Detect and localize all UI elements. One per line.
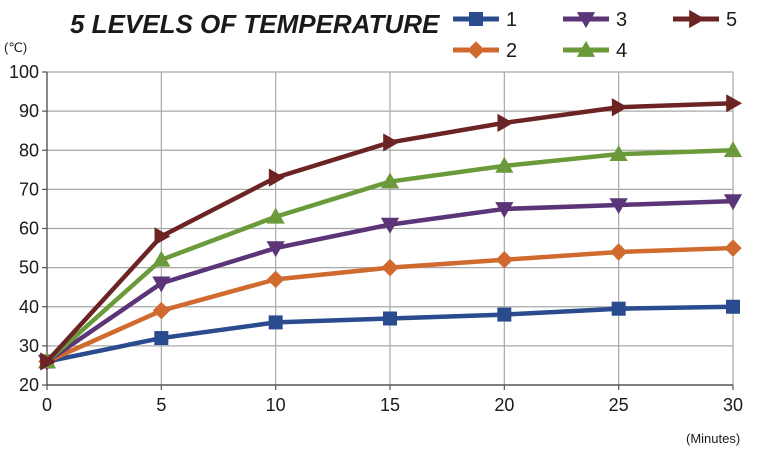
data-point bbox=[268, 315, 283, 330]
data-point bbox=[495, 202, 514, 219]
data-point bbox=[40, 352, 57, 371]
y-tick-labels: 20 30 40 50 60 70 80 90 100 bbox=[9, 62, 39, 395]
legend-marker bbox=[689, 9, 706, 29]
y-tick-label: 100 bbox=[9, 62, 39, 82]
data-point bbox=[152, 301, 171, 320]
series-4 bbox=[37, 141, 743, 369]
data-point bbox=[609, 198, 628, 215]
data-point bbox=[495, 156, 514, 173]
y-axis-unit: (℃) bbox=[4, 40, 27, 55]
legend-item-3: 3 bbox=[563, 9, 627, 31]
data-point bbox=[723, 194, 743, 211]
data-point bbox=[726, 299, 740, 314]
data-point bbox=[383, 133, 400, 152]
x-tick-label: 25 bbox=[609, 395, 629, 415]
x-tick-label: 20 bbox=[494, 395, 514, 415]
data-point bbox=[497, 113, 514, 132]
data-point bbox=[383, 311, 397, 326]
x-axis-unit: (Minutes) bbox=[686, 431, 740, 446]
x-tick-label: 30 bbox=[723, 395, 743, 415]
data-point bbox=[609, 243, 628, 261]
legend-item-5: 5 bbox=[673, 9, 737, 31]
series-5 bbox=[40, 94, 743, 371]
data-point bbox=[381, 258, 399, 277]
data-point bbox=[154, 227, 171, 246]
data-point bbox=[611, 98, 628, 117]
data-point bbox=[611, 301, 626, 316]
y-tick-label: 80 bbox=[19, 140, 39, 160]
x-tick-label: 10 bbox=[266, 395, 286, 415]
legend-marker bbox=[576, 12, 596, 29]
chart-title: 5 LEVELS OF TEMPERATURE bbox=[70, 9, 440, 39]
data-point bbox=[726, 94, 743, 113]
data-point bbox=[497, 307, 512, 322]
y-tick-label: 70 bbox=[19, 179, 39, 199]
data-point bbox=[495, 251, 514, 269]
data-point bbox=[266, 241, 285, 258]
legend-label: 1 bbox=[506, 9, 517, 31]
y-tick-label: 40 bbox=[19, 297, 39, 317]
x-tick-labels: 0 5 10 15 20 25 30 bbox=[42, 395, 743, 415]
data-point bbox=[380, 217, 400, 234]
data-point bbox=[609, 145, 628, 161]
data-point bbox=[268, 168, 285, 187]
legend-marker bbox=[469, 12, 483, 26]
y-tick-label: 90 bbox=[19, 101, 39, 121]
data-point bbox=[723, 141, 743, 158]
legend-marker bbox=[576, 40, 596, 57]
data-point bbox=[380, 172, 400, 189]
series-3 bbox=[37, 194, 743, 371]
data-point bbox=[724, 239, 742, 257]
legend-item-2: 2 bbox=[453, 40, 517, 62]
y-tick-label: 30 bbox=[19, 336, 39, 356]
series-group bbox=[37, 94, 743, 371]
legend-label: 3 bbox=[616, 9, 627, 31]
x-tick-label: 0 bbox=[42, 395, 52, 415]
legend-item-4: 4 bbox=[563, 40, 627, 62]
y-tick-label: 50 bbox=[19, 258, 39, 278]
legend-label: 5 bbox=[726, 9, 737, 31]
x-tick-label: 15 bbox=[380, 395, 400, 415]
data-point bbox=[266, 207, 285, 224]
axes bbox=[42, 71, 734, 390]
legend-item-1: 1 bbox=[453, 9, 517, 31]
data-point bbox=[154, 331, 169, 346]
y-tick-label: 60 bbox=[19, 219, 39, 239]
data-point bbox=[152, 276, 171, 293]
legend: 1 2 3 4 5 bbox=[453, 9, 737, 62]
data-point bbox=[152, 250, 171, 267]
x-tick-label: 5 bbox=[156, 395, 166, 415]
legend-marker bbox=[467, 41, 485, 59]
legend-label: 2 bbox=[506, 40, 517, 62]
y-tick-label: 20 bbox=[19, 375, 39, 395]
data-point bbox=[266, 270, 285, 289]
legend-label: 4 bbox=[616, 40, 627, 62]
